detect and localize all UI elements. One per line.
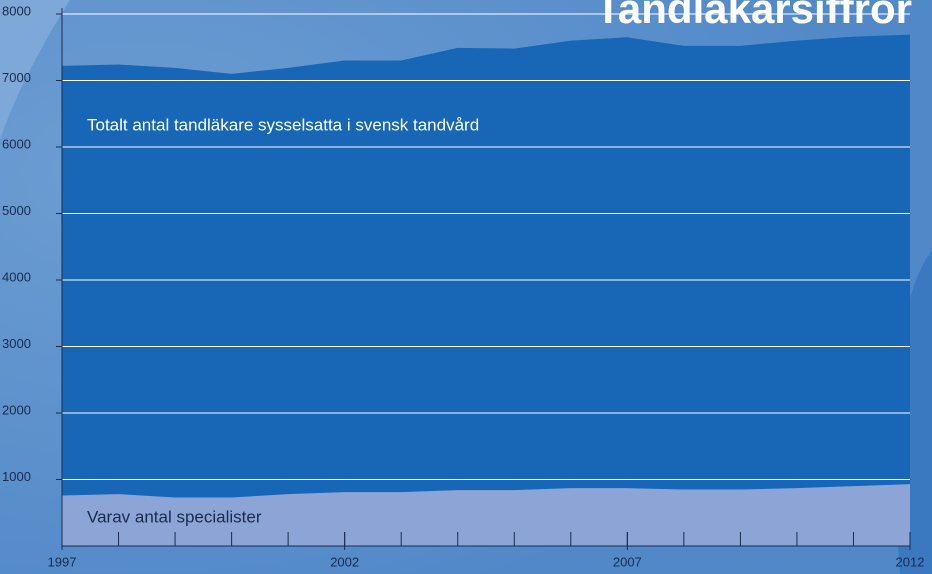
x-tick-label: 2007 [613, 554, 642, 569]
area [62, 34, 910, 547]
y-tick-label: 7000 [2, 70, 31, 85]
series-label: Totalt antal tandläkare sysselsatta i sv… [87, 115, 479, 134]
y-tick-label: 5000 [2, 203, 31, 218]
x-tick-label: 2002 [330, 554, 359, 569]
y-tick-label: 1000 [2, 469, 31, 484]
x-tick-label: 2012 [896, 554, 925, 569]
decor-shape [0, 0, 70, 140]
area [62, 484, 910, 546]
chart-title: Tandläkarsiffror [595, 0, 912, 32]
y-tick-label: 4000 [2, 269, 31, 284]
y-tick-label: 2000 [2, 402, 31, 417]
x-tick-label: 1997 [48, 554, 77, 569]
series-label: Varav antal specialister [87, 507, 262, 526]
y-tick-label: 6000 [2, 136, 31, 151]
y-tick-label: 3000 [2, 336, 31, 351]
y-tick-label: 8000 [2, 3, 31, 18]
